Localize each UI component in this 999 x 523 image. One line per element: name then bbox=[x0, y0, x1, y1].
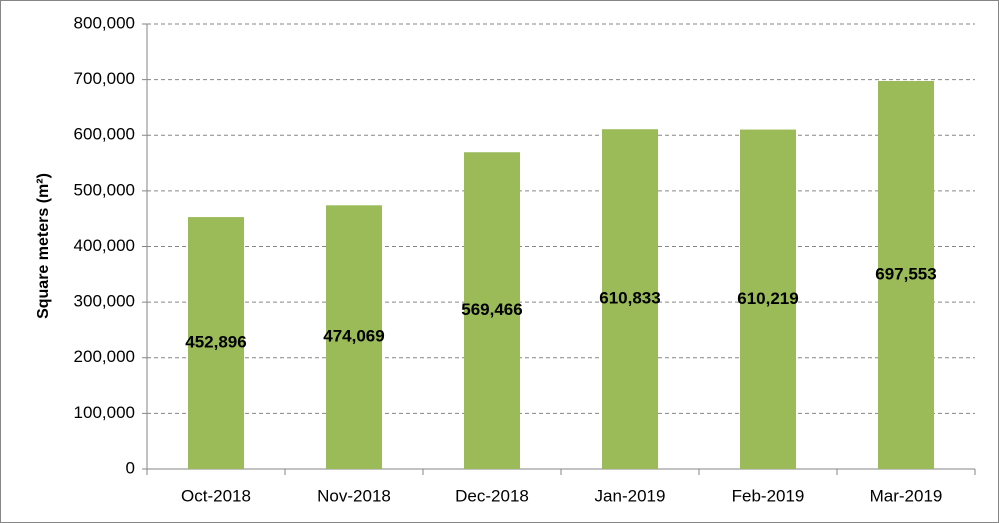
bar bbox=[463, 152, 521, 469]
data-label: 569,466 bbox=[461, 300, 522, 319]
y-tick-label: 500,000 bbox=[74, 180, 135, 199]
y-axis-label: Square meters (m²) bbox=[35, 173, 52, 319]
data-label: 474,069 bbox=[323, 327, 384, 346]
y-tick-label: 200,000 bbox=[74, 347, 135, 366]
bar bbox=[601, 129, 659, 470]
bar bbox=[739, 129, 797, 469]
y-tick-label: 100,000 bbox=[74, 403, 135, 422]
x-tick-label: Oct-2018 bbox=[181, 486, 251, 505]
x-tick-label: Mar-2019 bbox=[870, 486, 943, 505]
y-tick-label: 800,000 bbox=[74, 13, 135, 32]
y-tick-label: 0 bbox=[126, 458, 135, 477]
x-tick-label: Dec-2018 bbox=[455, 486, 529, 505]
data-label: 610,833 bbox=[599, 289, 660, 308]
x-tick-label: Jan-2019 bbox=[595, 486, 666, 505]
x-tick-label: Feb-2019 bbox=[732, 486, 805, 505]
y-tick-label: 300,000 bbox=[74, 292, 135, 311]
y-tick-label: 400,000 bbox=[74, 236, 135, 255]
data-label: 697,553 bbox=[875, 264, 936, 283]
bar bbox=[187, 217, 245, 469]
x-tick-label: Nov-2018 bbox=[317, 486, 391, 505]
y-tick-label: 700,000 bbox=[74, 69, 135, 88]
data-label: 452,896 bbox=[185, 333, 246, 352]
bar bbox=[877, 80, 935, 469]
y-tick-label: 600,000 bbox=[74, 125, 135, 144]
data-label: 610,219 bbox=[737, 289, 798, 308]
bar bbox=[325, 205, 383, 469]
